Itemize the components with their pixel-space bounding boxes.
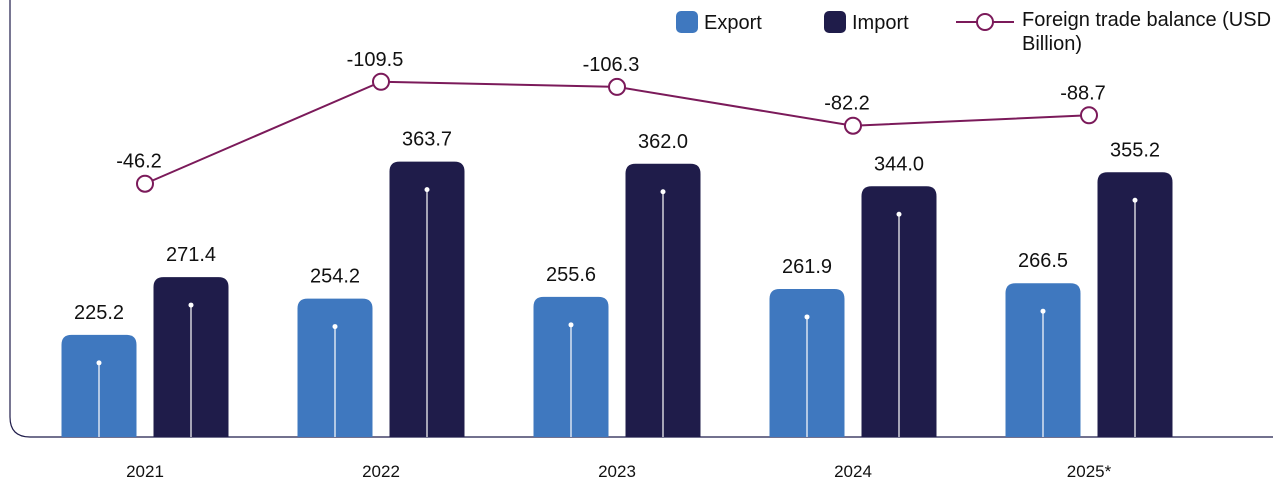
line-marker xyxy=(372,72,390,91)
data-label: 362.0 xyxy=(638,131,688,153)
data-label: -82.2 xyxy=(824,93,870,115)
bar-dot xyxy=(568,322,574,328)
data-label: 266.5 xyxy=(1018,250,1068,272)
line-marker xyxy=(844,116,862,135)
bar-dot xyxy=(424,187,430,193)
x-tick-label: 2022 xyxy=(362,462,400,481)
bar-dot xyxy=(1132,197,1138,203)
x-tick-label: 2024 xyxy=(834,462,872,481)
data-label: 255.6 xyxy=(546,264,596,286)
bar-dot xyxy=(896,211,902,217)
data-label: -109.5 xyxy=(347,49,404,71)
data-label: -88.7 xyxy=(1060,82,1106,104)
x-tick-label: 2023 xyxy=(598,462,636,481)
legend-swatch xyxy=(824,11,846,33)
legend-swatch xyxy=(676,11,698,33)
data-label: -106.3 xyxy=(583,54,640,76)
legend-label: Foreign trade balance (USD Billion) xyxy=(1022,9,1272,55)
legend-label: Import xyxy=(852,12,909,34)
bar-dot xyxy=(804,314,810,320)
data-label: 363.7 xyxy=(402,129,452,151)
data-label: 271.4 xyxy=(166,244,216,266)
legend-label: Export xyxy=(704,12,762,34)
data-label: 261.9 xyxy=(782,256,832,278)
line-marker xyxy=(1080,106,1098,125)
bar-dot xyxy=(660,189,666,195)
bar-dot xyxy=(1040,308,1046,314)
data-label: 355.2 xyxy=(1110,139,1160,161)
data-label: 344.0 xyxy=(874,153,924,175)
bar-dot xyxy=(96,360,102,366)
data-label: 254.2 xyxy=(310,266,360,288)
x-tick-label: 2021 xyxy=(126,462,164,481)
frame xyxy=(9,0,1273,438)
line-marker xyxy=(608,77,626,96)
bar-dot xyxy=(332,324,338,330)
data-label: -46.2 xyxy=(116,151,162,173)
line xyxy=(144,80,1090,185)
legend-marker xyxy=(976,13,994,31)
x-tick-label: 2025* xyxy=(1067,462,1112,481)
bar-dot xyxy=(188,302,194,308)
line-marker xyxy=(136,174,154,193)
data-label: 225.2 xyxy=(74,302,124,324)
